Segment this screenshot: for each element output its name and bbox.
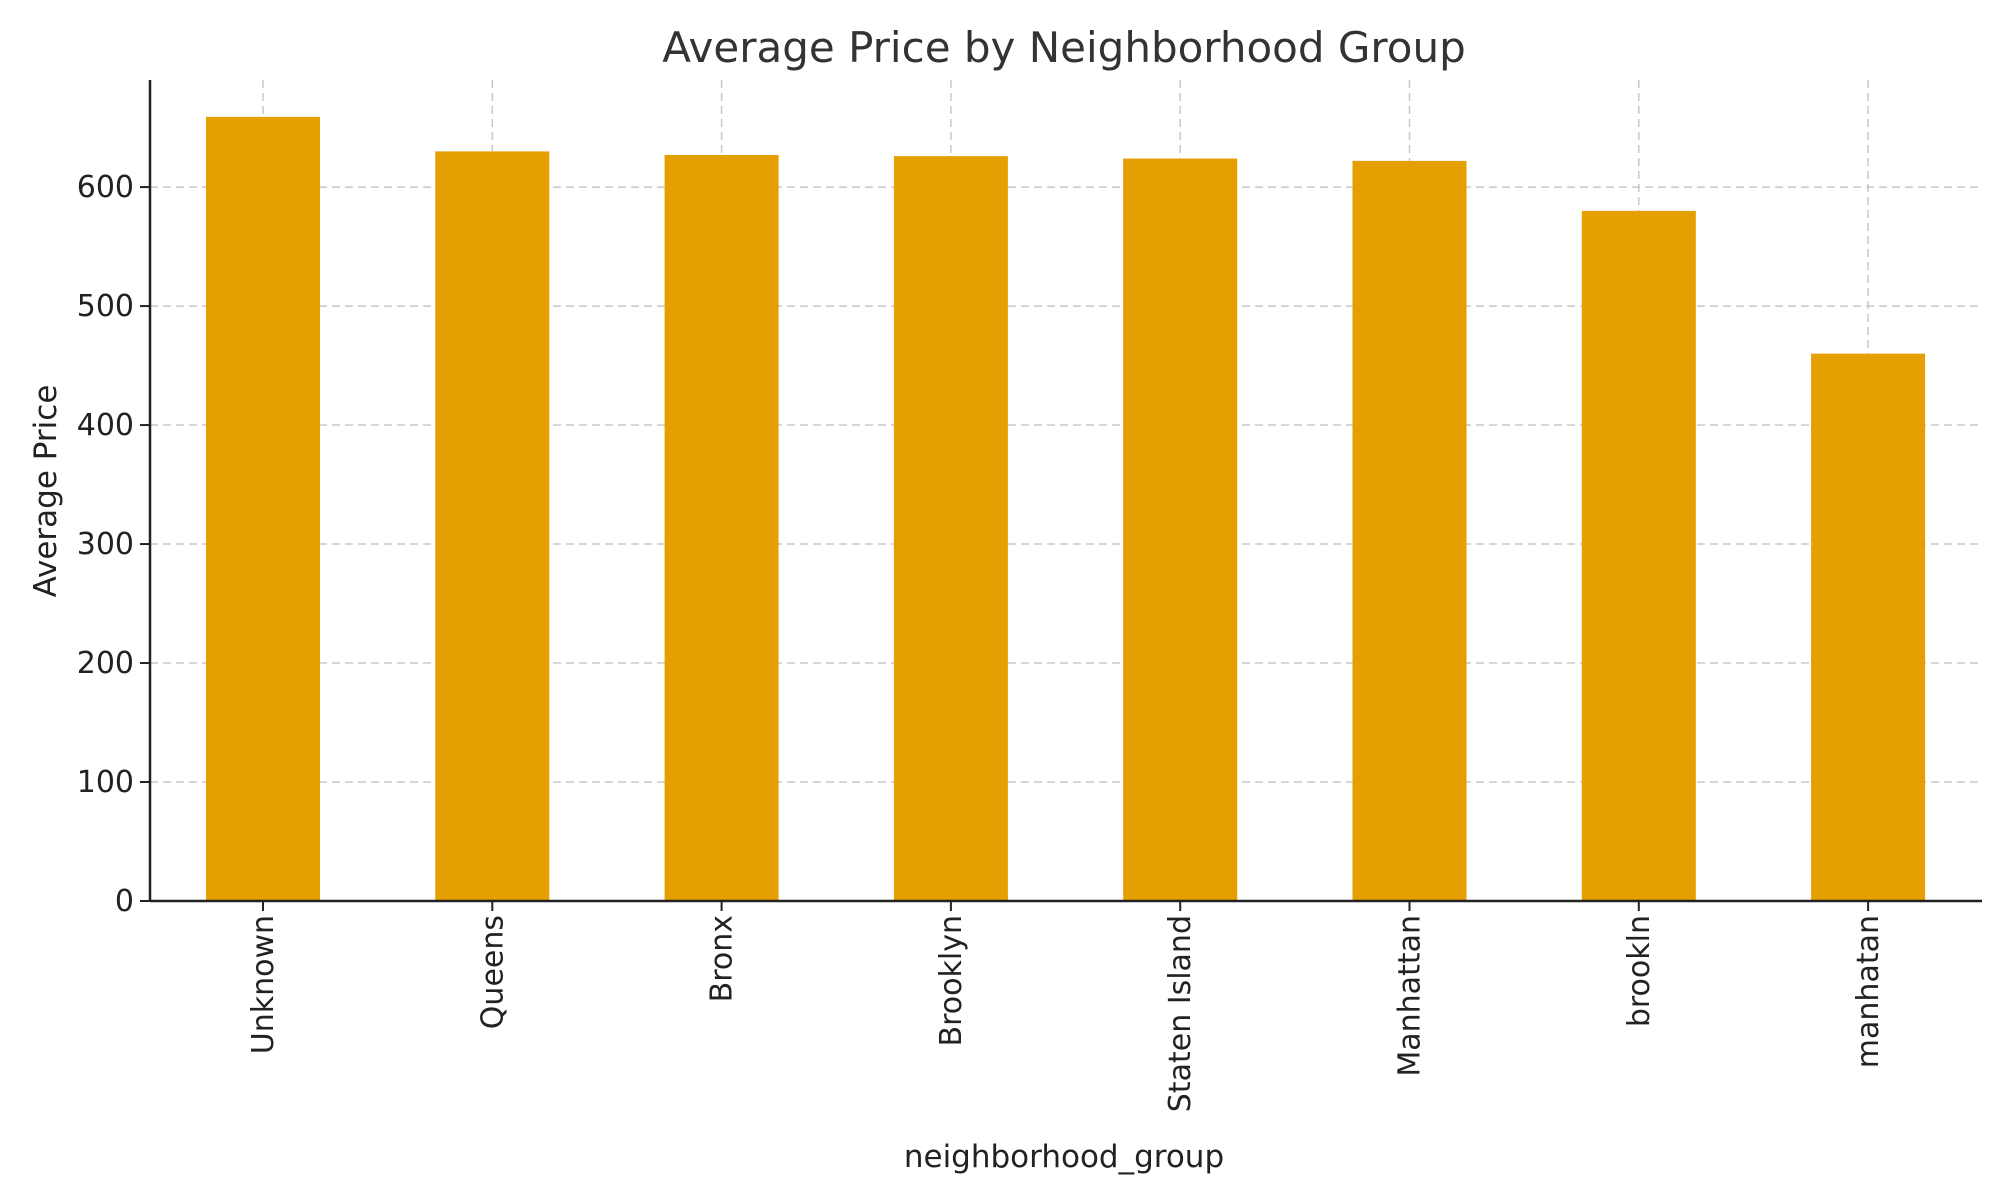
y-tick-label: 500 [77, 289, 134, 324]
x-tick-label: Manhattan [1393, 915, 1428, 1077]
bar [1123, 158, 1238, 901]
y-tick-label: 300 [77, 527, 134, 562]
chart-title: Average Price by Neighborhood Group [662, 23, 1465, 72]
bars-layer [206, 116, 1926, 902]
grid-layer [150, 80, 1982, 901]
x-tick-label: Brooklyn [934, 915, 969, 1046]
bar [206, 116, 320, 902]
bar [893, 156, 1008, 901]
y-tick-label: 400 [77, 408, 134, 443]
y-tick-label: 0 [115, 884, 134, 919]
x-tick-label: Queens [475, 915, 510, 1029]
axes-layer [148, 80, 1982, 903]
y-axis-label: Average Price [28, 385, 64, 598]
bar [1352, 160, 1467, 901]
x-tick-label: Bronx [705, 915, 740, 1002]
y-tick-label: 100 [77, 765, 134, 800]
x-tick-label: Staten Island [1163, 915, 1198, 1112]
x-axis-label: neighborhood_group [904, 1139, 1224, 1175]
x-tick-label: manhatan [1851, 915, 1886, 1068]
y-ticks: 0 100 200 300 400 500 600 [77, 170, 150, 919]
bar [1811, 353, 1926, 902]
bar [435, 151, 550, 902]
bar [1581, 210, 1696, 902]
y-tick-label: 200 [77, 646, 134, 681]
bar [664, 154, 779, 901]
x-tick-label: Unknown [246, 915, 281, 1054]
x-tick-label: brookln [1622, 915, 1657, 1027]
x-ticks: Unknown Queens Bronx Brooklyn Staten Island M… [246, 901, 1886, 1112]
y-tick-label: 600 [77, 170, 134, 205]
